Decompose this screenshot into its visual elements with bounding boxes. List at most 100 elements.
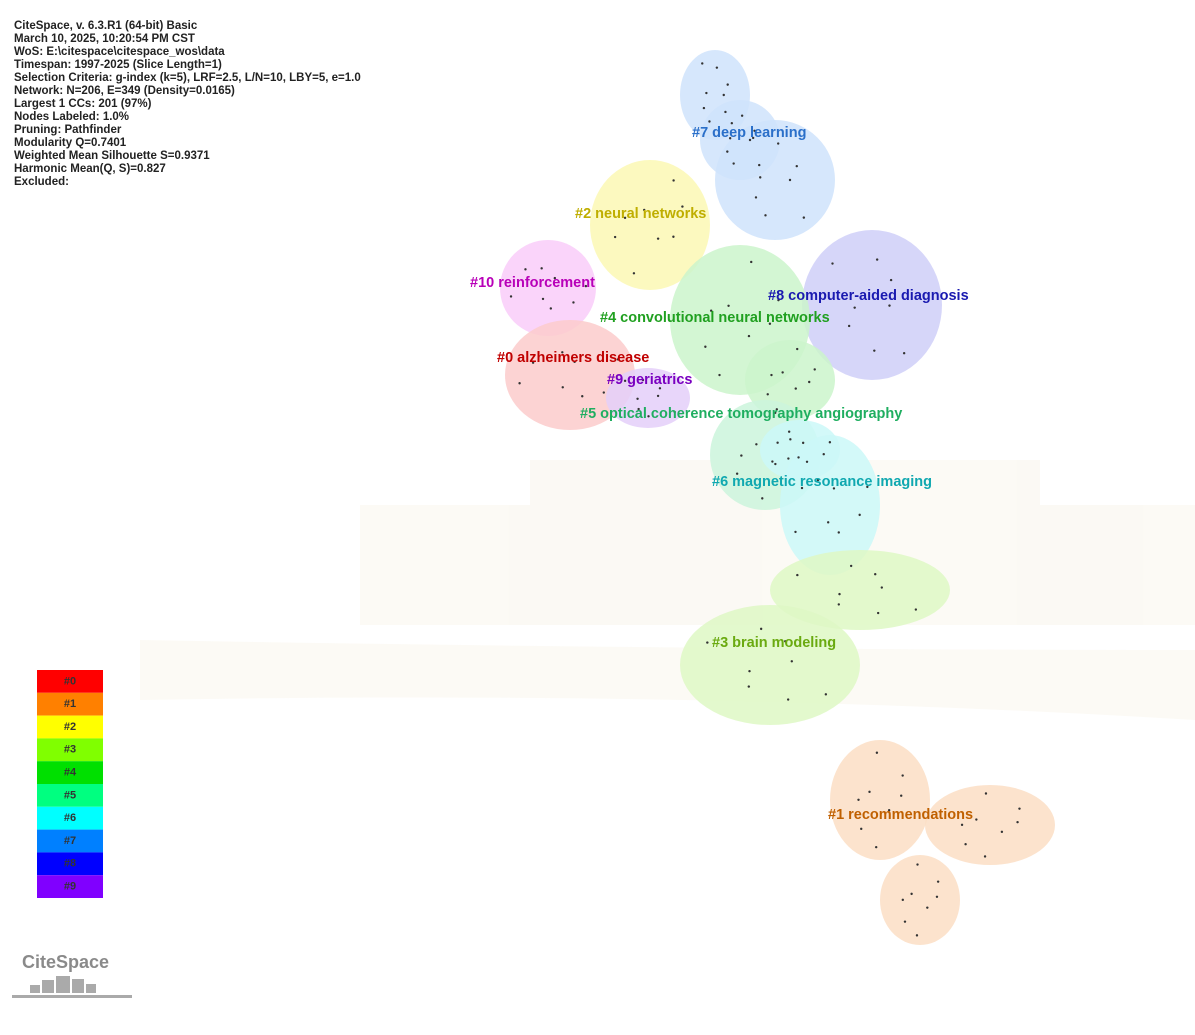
node (524, 268, 527, 271)
node (857, 798, 860, 801)
node (1018, 807, 1021, 810)
node (748, 669, 751, 673)
legend-label: #9 (64, 881, 76, 893)
node (1016, 820, 1019, 824)
node (838, 592, 841, 596)
node (786, 698, 790, 701)
node (866, 485, 869, 489)
cluster-area (680, 605, 860, 725)
info-panel: CiteSpace, v. 6.3.R1 (64-bit) BasicMarch… (14, 20, 361, 188)
node (837, 531, 840, 534)
node (901, 774, 904, 777)
legend-label: #0 (64, 675, 76, 687)
node (709, 309, 713, 312)
info-line: Pruning: Pathfinder (14, 124, 122, 136)
node (656, 237, 660, 240)
cluster-label: #5 optical coherence tomography angiogra… (580, 406, 902, 422)
node (784, 640, 787, 643)
node (656, 394, 660, 398)
node (902, 352, 906, 355)
node (802, 216, 806, 219)
node (632, 272, 636, 275)
node (718, 373, 721, 377)
cluster-area (606, 368, 690, 428)
node (755, 443, 758, 446)
node (901, 898, 905, 902)
legend-swatch (37, 692, 103, 716)
node (796, 347, 799, 351)
cluster-areas (500, 50, 1055, 945)
node (795, 164, 798, 168)
node (775, 408, 779, 411)
node (724, 110, 727, 114)
node (722, 93, 725, 97)
node (964, 843, 967, 846)
node (681, 205, 684, 208)
cluster-label: #9 geriatrics (607, 372, 692, 388)
node (903, 920, 907, 923)
node (636, 397, 639, 401)
node (540, 267, 543, 270)
node (572, 301, 575, 304)
info-line: March 10, 2025, 10:20:54 PM CST (14, 33, 195, 45)
info-line: Largest 1 CCs: 201 (97%) (14, 98, 152, 110)
node (788, 178, 792, 182)
node (726, 150, 729, 153)
legend-swatch (37, 806, 103, 830)
node (705, 91, 708, 95)
legend-label: #6 (64, 812, 76, 824)
node (509, 295, 513, 298)
node (797, 456, 800, 459)
node (796, 573, 799, 577)
node (914, 608, 918, 611)
cluster-label: #6 magnetic resonance imaging (712, 474, 932, 490)
node (623, 216, 627, 220)
node (858, 513, 861, 517)
node (776, 441, 779, 444)
node (900, 794, 903, 797)
info-line: Harmonic Mean(Q, S)=0.827 (14, 163, 166, 175)
cluster-area (802, 230, 942, 380)
node (672, 235, 675, 238)
cluster-label: #8 computer-aided diagnosis (768, 288, 969, 304)
node (822, 453, 825, 456)
node (781, 371, 784, 374)
node (790, 660, 794, 663)
node (561, 386, 564, 389)
node (876, 611, 880, 615)
legend-swatch (37, 875, 103, 898)
node (916, 863, 919, 866)
node (777, 142, 780, 145)
info-line: WoS: E:\citespace\citespace_wos\data (14, 46, 225, 58)
cluster-area (700, 100, 780, 180)
node (732, 162, 735, 165)
node (702, 106, 706, 110)
node (748, 138, 752, 142)
node (616, 358, 620, 361)
node (888, 304, 891, 307)
node (761, 497, 764, 500)
node (860, 827, 863, 831)
info-line: Nodes Labeled: 1.0% (14, 111, 129, 123)
cluster-area (830, 740, 930, 860)
node (658, 387, 662, 390)
node (581, 395, 584, 398)
node (641, 378, 645, 382)
node (915, 934, 919, 937)
node (518, 382, 521, 385)
node (740, 454, 743, 457)
node (868, 790, 871, 794)
node (553, 276, 557, 280)
node (766, 393, 769, 396)
node (875, 258, 879, 261)
node (1000, 830, 1004, 834)
node (759, 176, 762, 179)
cluster-label: #3 brain modeling (712, 635, 836, 651)
node (805, 460, 809, 463)
node (789, 438, 792, 441)
node (647, 415, 650, 418)
node (706, 641, 709, 644)
node (701, 62, 704, 65)
node (735, 472, 739, 475)
info-line: Modularity Q=0.7401 (14, 137, 127, 149)
